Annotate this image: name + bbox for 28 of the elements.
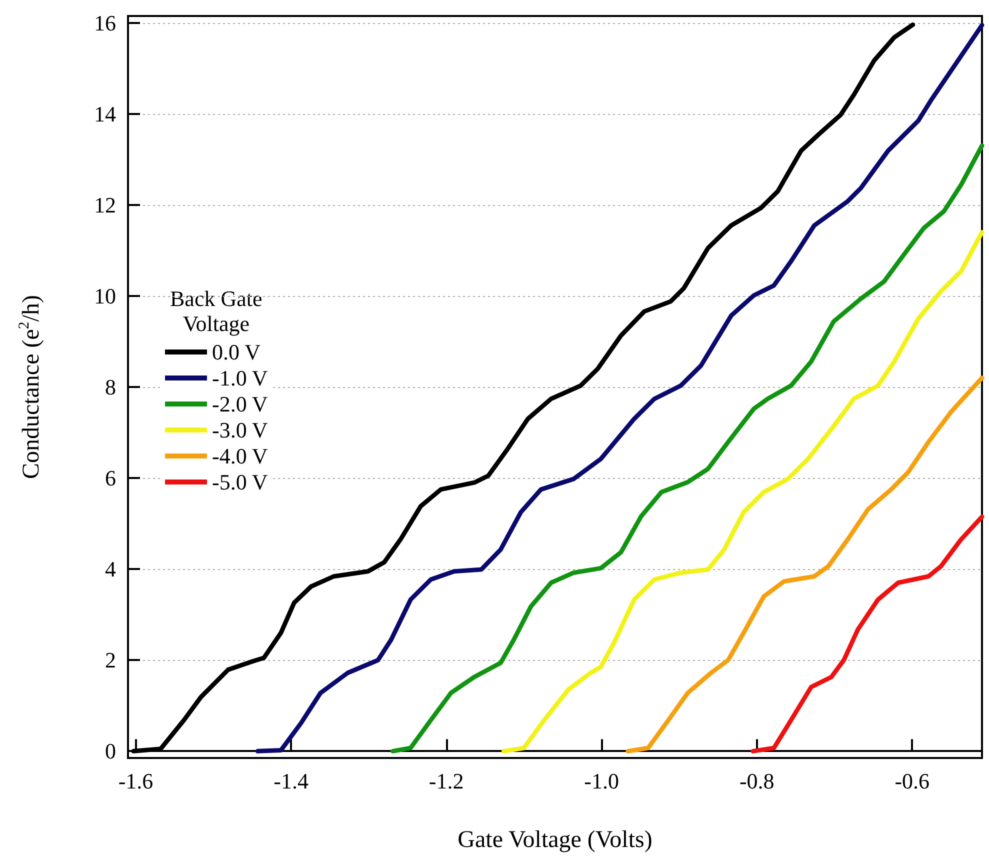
y-tick-label: 4	[105, 556, 116, 582]
legend-label: 0.0 V	[212, 340, 261, 364]
x-tick-label: -1.4	[274, 768, 308, 794]
x-tick-label: -1.6	[118, 768, 154, 794]
y-tick-label: 0	[105, 738, 116, 764]
legend-title: Back Gate Voltage	[170, 286, 262, 336]
legend-label: -2.0 V	[212, 392, 268, 416]
y-tick-label: 16	[94, 10, 116, 36]
y-tick-label: 2	[105, 648, 116, 673]
x-tick-label: -0.6	[894, 768, 930, 794]
legend-label: -1.0 V	[212, 366, 268, 390]
x-tick-label: -1.2	[428, 768, 464, 794]
legend-label: -3.0 V	[212, 418, 268, 442]
legend-label: -5.0 V	[212, 470, 268, 494]
x-tick-label: -1.0	[584, 768, 619, 794]
y-tick-label: 12	[94, 192, 116, 218]
y-tick-label: 6	[105, 466, 116, 491]
x-axis-title: Gate Voltage (Volts)	[458, 827, 652, 853]
x-tick-label: -0.8	[739, 768, 774, 794]
line-series	[502, 230, 984, 754]
legend-label: -4.0 V	[212, 444, 268, 468]
y-axis-title: Conductance (e2/h)	[16, 294, 44, 480]
line-series	[750, 514, 984, 754]
y-tick-label: 14	[94, 101, 116, 126]
y-tick-label: 8	[105, 374, 116, 400]
line-series	[626, 376, 984, 754]
line-series	[390, 143, 984, 754]
y-tick-label: 10	[94, 283, 116, 308]
